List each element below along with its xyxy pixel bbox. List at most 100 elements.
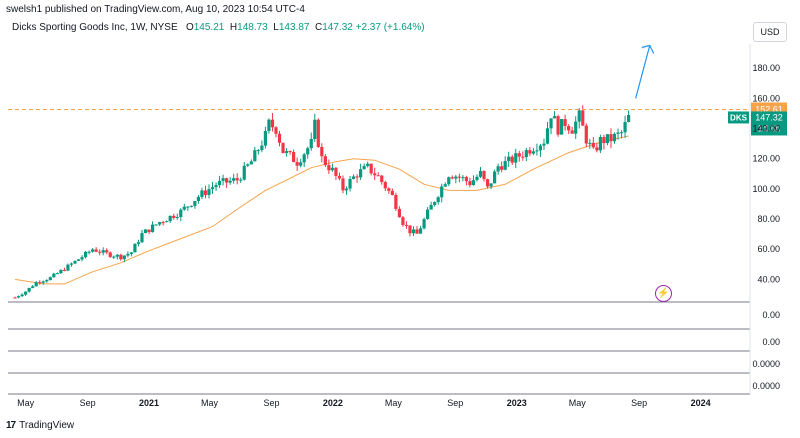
candle-body	[598, 137, 602, 151]
candle-body	[373, 173, 377, 176]
candle-body	[55, 273, 59, 275]
candle-body	[239, 179, 243, 181]
candle-body	[426, 209, 430, 220]
candle-body	[108, 252, 112, 257]
candle-body	[119, 254, 123, 260]
candle-body	[112, 256, 116, 258]
candle-body	[521, 156, 525, 158]
moving-average-line	[15, 135, 629, 285]
candle-body	[126, 253, 130, 256]
candle-body	[274, 127, 278, 134]
candle-body	[105, 250, 109, 253]
y-tick-label: 80.00	[757, 214, 780, 224]
candle-body	[415, 229, 419, 234]
candle-body	[45, 280, 49, 282]
candle-body	[496, 166, 500, 172]
candle-body	[552, 116, 557, 119]
candle-body	[457, 176, 461, 178]
candle-body	[228, 180, 232, 183]
pane-value-label: 0.00	[762, 310, 780, 320]
candle-body	[249, 161, 253, 165]
candle-body	[207, 189, 211, 195]
candle-body	[447, 177, 451, 185]
candle-body	[323, 156, 327, 166]
candle-body	[292, 152, 296, 163]
candle-body	[440, 186, 444, 198]
resistance-label: 152.61	[755, 104, 783, 114]
candle-body	[471, 180, 476, 186]
candle-body	[355, 176, 359, 178]
candle-body	[31, 286, 35, 288]
publish-info: swelsh1 published on TradingView.com, Au…	[6, 4, 305, 15]
candle-body	[52, 273, 56, 278]
candle-body	[133, 243, 137, 253]
candles-layer	[13, 105, 631, 299]
candle-body	[154, 224, 158, 226]
y-tick-label: 120.00	[752, 154, 780, 164]
currency-button[interactable]: USD	[753, 22, 787, 42]
candle-body	[200, 190, 204, 197]
candle-body	[140, 233, 144, 243]
candle-body	[263, 131, 268, 146]
candle-body	[507, 156, 511, 162]
candle-body	[253, 150, 257, 162]
candle-body	[503, 161, 507, 170]
candle-body	[186, 206, 190, 208]
candle-body	[616, 132, 620, 134]
candle-body	[482, 170, 486, 180]
lightning-icon[interactable]: ⚡	[655, 285, 672, 302]
candle-body	[260, 145, 264, 151]
candle-body	[411, 229, 416, 234]
pane-value-label: 0.00	[762, 337, 780, 347]
candle-body	[122, 255, 126, 260]
candle-body	[284, 151, 289, 154]
candle-body	[150, 224, 155, 233]
candle-body	[193, 201, 197, 206]
candle-body	[359, 169, 363, 178]
candle-body	[524, 150, 528, 158]
candle-body	[429, 204, 433, 210]
x-tick-label: Sep	[631, 398, 647, 408]
candle-body	[556, 116, 560, 135]
x-tick-label: May	[201, 398, 219, 408]
candle-body	[91, 249, 95, 252]
candle-body	[535, 150, 539, 152]
x-tick-label: May	[385, 398, 403, 408]
symbol-title[interactable]: Dicks Sporting Goods Inc, 1W, NYSE	[12, 22, 178, 33]
candle-body	[362, 166, 366, 170]
candle-body	[588, 142, 592, 144]
projection-arrow-head	[641, 44, 655, 54]
candle-body	[242, 165, 246, 180]
symbol-legend: Dicks Sporting Goods Inc, 1W, NYSE O145.…	[12, 22, 425, 33]
tradingview-logo-icon: 17	[6, 420, 16, 431]
y-tick-label: 100.00	[752, 184, 780, 194]
ohlc-close: C147.32	[315, 22, 353, 33]
candle-body	[59, 269, 63, 274]
candle-body	[330, 167, 335, 171]
last-price-label: 147.32	[755, 112, 783, 122]
candle-body	[172, 215, 176, 218]
ohlc-high: H148.73	[229, 22, 268, 33]
candle-body	[147, 229, 151, 233]
y-tick-label: 180.00	[752, 63, 780, 73]
candle-body	[528, 150, 532, 154]
candle-body	[62, 269, 67, 271]
last-price-badge-bg	[751, 111, 787, 136]
candle-body	[256, 150, 260, 152]
candle-body	[383, 182, 387, 189]
candle-body	[401, 217, 405, 225]
pane-value-label: 0.0000	[752, 359, 780, 369]
candle-body	[302, 154, 306, 163]
candle-body	[320, 146, 324, 157]
candle-body	[232, 178, 236, 181]
candle-body	[619, 132, 624, 134]
candle-body	[158, 222, 162, 225]
symbol-badge-bg	[728, 111, 749, 124]
candle-body	[454, 176, 458, 179]
candle-body	[87, 251, 91, 253]
candle-body	[577, 110, 581, 122]
candle-body	[69, 263, 74, 265]
candle-body	[387, 188, 391, 191]
candle-body	[623, 122, 627, 133]
